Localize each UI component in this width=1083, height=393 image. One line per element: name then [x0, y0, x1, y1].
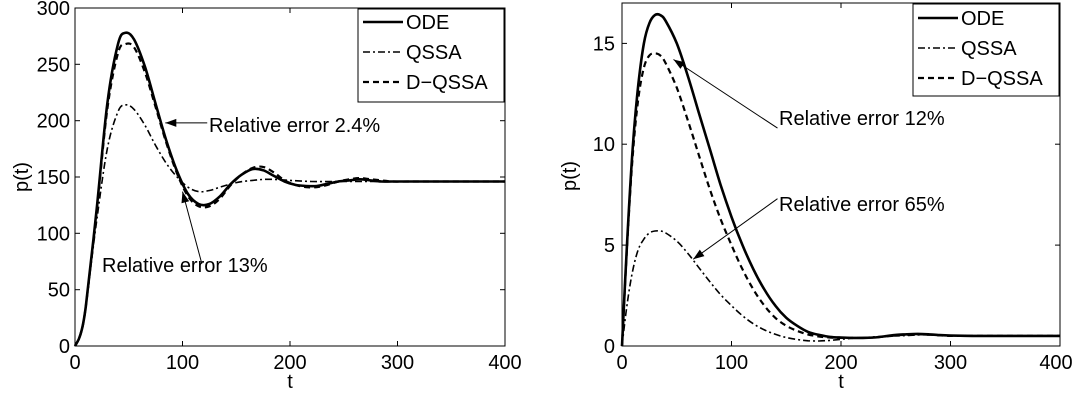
annotation-label-left-2: Relative error 13%: [102, 255, 268, 277]
legend-label-qssa-right: QSSA: [961, 38, 1017, 60]
annotation-arrow-right-1: [673, 59, 778, 129]
series-qssa-line-right: [621, 229, 1060, 347]
chart-right-y-tick-labels: 0 5 10 15: [593, 33, 615, 358]
annotation-label-right-1: Relative error 12%: [779, 108, 945, 130]
annotation-arrowhead-left-2: [181, 191, 190, 204]
chart-left-y-tick-labels: 0 50 100 150 200 250 300: [37, 0, 70, 358]
chart-right-legend: ODE QSSA D−QSSA: [912, 3, 1060, 97]
y-tick-label: 15: [593, 33, 615, 55]
annotation-arrow-left-2: [182, 191, 203, 264]
annotation-arrowhead-right-1: [673, 59, 685, 69]
x-tick-label: 300: [934, 352, 967, 374]
chart-left-x-axis-label: t: [287, 371, 293, 393]
legend-label-qssa-left: QSSA: [406, 42, 462, 64]
y-tick-label: 100: [37, 223, 70, 245]
annotation-label-left-1: Relative error 2.4%: [209, 115, 380, 137]
series-qssa-line-left: [74, 104, 505, 347]
y-tick-label: 150: [37, 167, 70, 189]
y-tick-label: 0: [604, 336, 615, 358]
annotation-arrow-right-2: [692, 198, 778, 260]
legend-label-ode-right: ODE: [961, 8, 1004, 30]
y-tick-label: 5: [604, 235, 615, 257]
chart-left: 0 100 200 300 400 0 50 100 150 200 250 3…: [11, 0, 522, 393]
chart-right: 0 100 200 300 400 0 5 10 15 t p(t) Relat…: [559, 2, 1073, 393]
legend-label-ode-left: ODE: [406, 12, 449, 34]
legend-box-right: [912, 3, 1060, 97]
chart-left-y-axis-label: p(t): [11, 162, 33, 192]
series-dqssa-line-left: [74, 42, 505, 347]
y-tick-label: 10: [593, 134, 615, 156]
series-dqssa-line-right: [620, 52, 1060, 347]
chart-left-annotations: Relative error 2.4% Relative error 13%: [102, 115, 380, 277]
legend-label-dqssa-left: D−QSSA: [406, 72, 488, 94]
annotation-arrowhead-left-1: [165, 118, 177, 127]
legend-box-left: [357, 8, 505, 103]
chart-right-x-axis-label: t: [838, 371, 844, 393]
x-tick-label: 0: [69, 352, 80, 374]
y-tick-label: 200: [37, 111, 70, 133]
x-tick-label: 0: [616, 352, 627, 374]
chart-right-annotations: Relative error 12% Relative error 65%: [673, 59, 945, 260]
x-tick-label: 400: [1039, 352, 1072, 374]
y-tick-label: 50: [48, 280, 70, 302]
x-tick-label: 300: [381, 352, 414, 374]
y-tick-label: 300: [37, 0, 70, 20]
chart-right-y-axis-label: p(t): [559, 161, 581, 191]
chart-left-legend: ODE QSSA D−QSSA: [357, 8, 505, 103]
legend-label-dqssa-right: D−QSSA: [961, 68, 1043, 90]
x-tick-label: 200: [273, 352, 306, 374]
x-tick-label: 100: [715, 352, 748, 374]
chart-right-x-tick-labels: 0 100 200 300 400: [616, 352, 1072, 374]
chart-left-series: [73, 31, 505, 347]
y-tick-label: 250: [37, 54, 70, 76]
x-tick-label: 100: [166, 352, 199, 374]
x-tick-label: 400: [488, 352, 521, 374]
x-tick-label: 200: [824, 352, 857, 374]
chart-right-series: [620, 12, 1060, 347]
annotation-arrowhead-right-2: [693, 249, 705, 260]
annotation-label-right-2: Relative error 65%: [779, 194, 945, 216]
chart-left-x-tick-labels: 0 100 200 300 400: [69, 352, 521, 374]
y-tick-label: 0: [59, 336, 70, 358]
